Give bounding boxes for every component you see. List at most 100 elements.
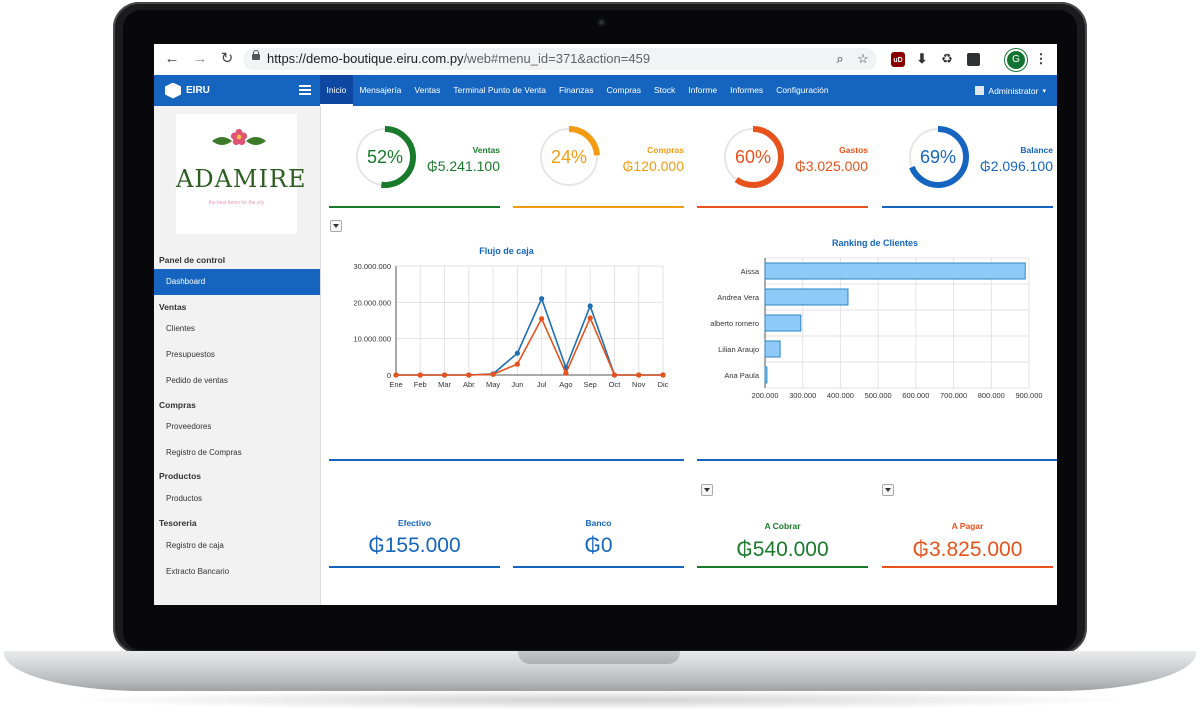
menu-item-8[interactable]: Informes xyxy=(730,85,764,95)
kpi-label: Compras xyxy=(647,145,684,155)
brand[interactable]: EIRU xyxy=(165,75,210,106)
profile-avatar[interactable]: G xyxy=(1005,49,1027,71)
user-menu[interactable]: Administrator ▾ xyxy=(975,75,1046,106)
x-tick-label: 400.000 xyxy=(827,391,854,400)
x-tick-label: Abr xyxy=(463,380,475,389)
recycle-icon[interactable]: ♻ xyxy=(941,51,953,66)
x-tick-label: 600.000 xyxy=(902,391,929,400)
x-tick-label: Nov xyxy=(632,380,646,389)
kpi-percent: 24% xyxy=(550,147,588,167)
cube-icon xyxy=(165,82,181,99)
url-text[interactable]: https://demo-boutique.eiru.com.py/web#me… xyxy=(267,51,651,66)
x-tick-label: Jul xyxy=(537,380,547,389)
series-point xyxy=(660,372,666,378)
bar xyxy=(764,288,849,306)
x-tick-label: May xyxy=(486,380,500,389)
category-label: alberto romero xyxy=(710,319,759,328)
sidebar-section-compras: Compras xyxy=(159,400,196,410)
dashboard: 52% Ventas ₲5.241.100 24% Compras ₲120.000 60%… xyxy=(321,106,1057,605)
cashflow-dropdown-toggle[interactable] xyxy=(330,220,342,232)
series-line xyxy=(396,315,663,376)
menu-item-7[interactable]: Informe xyxy=(688,85,718,95)
y-tick-label: 0 xyxy=(387,371,391,380)
address-bar[interactable]: https://demo-boutique.eiru.com.py/web#me… xyxy=(243,48,877,70)
bookmark-star-icon[interactable]: ☆ xyxy=(857,51,869,66)
more-menu-icon[interactable]: ⋮ xyxy=(1034,51,1048,66)
receivable-dropdown-toggle[interactable] xyxy=(701,484,713,496)
sidebar-item-registro-de-caja[interactable]: Registro de caja xyxy=(166,541,224,550)
kpi-donut xyxy=(722,126,784,188)
series-point xyxy=(490,371,496,377)
app-header: EIRU Inicio Mensajería Ventas Terminal Punt… xyxy=(154,75,1057,106)
forward-icon[interactable]: → xyxy=(192,50,208,67)
menu-toggle-icon[interactable] xyxy=(299,85,311,95)
logo-tagline: the best items for the city xyxy=(208,200,265,206)
x-tick-label: 900.000 xyxy=(1015,391,1042,400)
leaf-right-icon xyxy=(246,137,266,145)
series-point xyxy=(587,303,593,309)
cashflow-chart: 0 10.000.000 20.000.000 30.000.000 Ene Feb Mar… xyxy=(353,262,669,389)
extension-icon[interactable] xyxy=(967,53,980,66)
cashflow-underline xyxy=(329,459,684,461)
sidebar-section-panel: Panel de control xyxy=(159,255,226,265)
menu-item-5[interactable]: Compras xyxy=(606,85,642,95)
browser-toolbar: ← → ↻ https://demo-boutique.eiru.com.py/… xyxy=(154,44,1057,76)
sidebar-section-ventas: Ventas xyxy=(159,302,187,312)
category-label: Lilian Araujo xyxy=(718,345,759,354)
total-value: ₲3.825.000 xyxy=(912,538,1023,561)
x-tick-label: 800.000 xyxy=(978,391,1005,400)
sidebar-item-extracto-bancario[interactable]: Extracto Bancario xyxy=(166,567,230,576)
ublock-icon[interactable]: uD xyxy=(891,52,905,67)
bar xyxy=(764,366,768,384)
laptop-notch xyxy=(518,651,680,664)
menu-item-9[interactable]: Configuración xyxy=(776,85,829,95)
series-point xyxy=(514,361,520,367)
menu-item-0[interactable]: Inicio xyxy=(320,75,353,106)
series-line xyxy=(396,296,663,376)
lock-icon xyxy=(252,50,260,60)
menu-item-4[interactable]: Finanzas xyxy=(559,85,594,95)
x-tick-label: 300.000 xyxy=(789,391,816,400)
cashflow-chart-title: Flujo de caja xyxy=(479,246,534,256)
kpi-label: Gastos xyxy=(839,145,868,155)
kpi-label: Ventas xyxy=(472,145,500,155)
menu-item-3[interactable]: Terminal Punto de Venta xyxy=(453,85,547,95)
total-value: ₲0 xyxy=(584,534,613,557)
menu-item-1[interactable]: Mensajería xyxy=(359,85,402,95)
menu-item-6[interactable]: Stock xyxy=(654,85,676,95)
x-tick-label: Dic xyxy=(658,380,669,389)
sidebar-item-clientes[interactable]: Clientes xyxy=(166,324,195,333)
payable-dropdown-toggle[interactable] xyxy=(882,484,894,496)
x-tick-label: Jun xyxy=(511,380,523,389)
download-icon[interactable]: ⬇ xyxy=(916,51,928,66)
company-logo: ADAMIRE the best items for the city xyxy=(176,114,306,234)
sidebar-item-dashboard[interactable]: Dashboard xyxy=(154,269,320,295)
category-label: Ana Paula xyxy=(724,371,759,380)
zoom-icon[interactable]: ⌕ xyxy=(836,51,844,66)
total-value: ₲540.000 xyxy=(736,538,829,561)
user-name: Administrator xyxy=(988,85,1039,96)
series-point xyxy=(393,372,399,378)
series-point xyxy=(441,372,448,378)
total-card-3: A Pagar ₲3.825.000 xyxy=(882,466,1053,568)
sidebar-item-presupuestos[interactable]: Presupuestos xyxy=(166,350,215,359)
sidebar-item-pedido-de-ventas[interactable]: Pedido de ventas xyxy=(166,376,228,385)
kpi-amount: ₲5.241.100 xyxy=(426,158,500,174)
total-label: Banco xyxy=(585,518,612,528)
ranking-chart-title: Ranking de Clientes xyxy=(831,238,919,248)
kpi-card-balance: 69% Balance ₲2.096.100 xyxy=(882,122,1053,208)
brand-name: EIRU xyxy=(186,85,210,96)
series-point xyxy=(636,372,642,378)
sidebar-item-productos[interactable]: Productos xyxy=(166,494,203,503)
x-tick-label: Oct xyxy=(609,380,622,389)
sidebar-item-proveedores[interactable]: Proveedores xyxy=(166,422,212,431)
back-icon[interactable]: ← xyxy=(164,50,180,67)
top-menu: Inicio Mensajería Ventas Terminal Punto de … xyxy=(320,75,835,106)
menu-item-2[interactable]: Ventas xyxy=(414,85,441,95)
reload-icon[interactable]: ↻ xyxy=(220,50,234,67)
series-point xyxy=(539,296,545,302)
x-tick-label: Ene xyxy=(389,380,402,389)
cashflow-grid xyxy=(395,265,664,376)
series-point xyxy=(514,350,520,356)
sidebar-item-registro-de-compras[interactable]: Registro de Compras xyxy=(166,448,242,457)
